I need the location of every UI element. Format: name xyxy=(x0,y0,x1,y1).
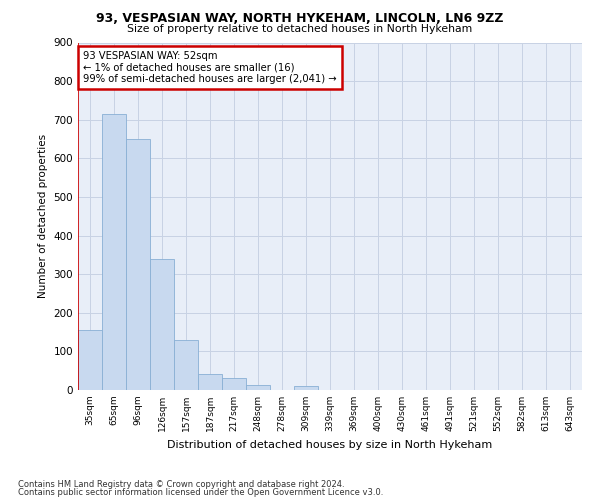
Text: 93, VESPASIAN WAY, NORTH HYKEHAM, LINCOLN, LN6 9ZZ: 93, VESPASIAN WAY, NORTH HYKEHAM, LINCOL… xyxy=(96,12,504,26)
Bar xyxy=(102,114,126,390)
Bar xyxy=(78,330,102,390)
Y-axis label: Number of detached properties: Number of detached properties xyxy=(38,134,48,298)
Bar xyxy=(222,378,246,390)
Bar xyxy=(294,386,318,390)
Text: Size of property relative to detached houses in North Hykeham: Size of property relative to detached ho… xyxy=(127,24,473,34)
X-axis label: Distribution of detached houses by size in North Hykeham: Distribution of detached houses by size … xyxy=(167,440,493,450)
Bar xyxy=(174,340,198,390)
Text: 93 VESPASIAN WAY: 52sqm
← 1% of detached houses are smaller (16)
99% of semi-det: 93 VESPASIAN WAY: 52sqm ← 1% of detached… xyxy=(83,51,337,84)
Bar xyxy=(198,374,222,390)
Text: Contains public sector information licensed under the Open Government Licence v3: Contains public sector information licen… xyxy=(18,488,383,497)
Bar xyxy=(126,139,150,390)
Bar xyxy=(150,260,174,390)
Bar xyxy=(246,385,270,390)
Text: Contains HM Land Registry data © Crown copyright and database right 2024.: Contains HM Land Registry data © Crown c… xyxy=(18,480,344,489)
